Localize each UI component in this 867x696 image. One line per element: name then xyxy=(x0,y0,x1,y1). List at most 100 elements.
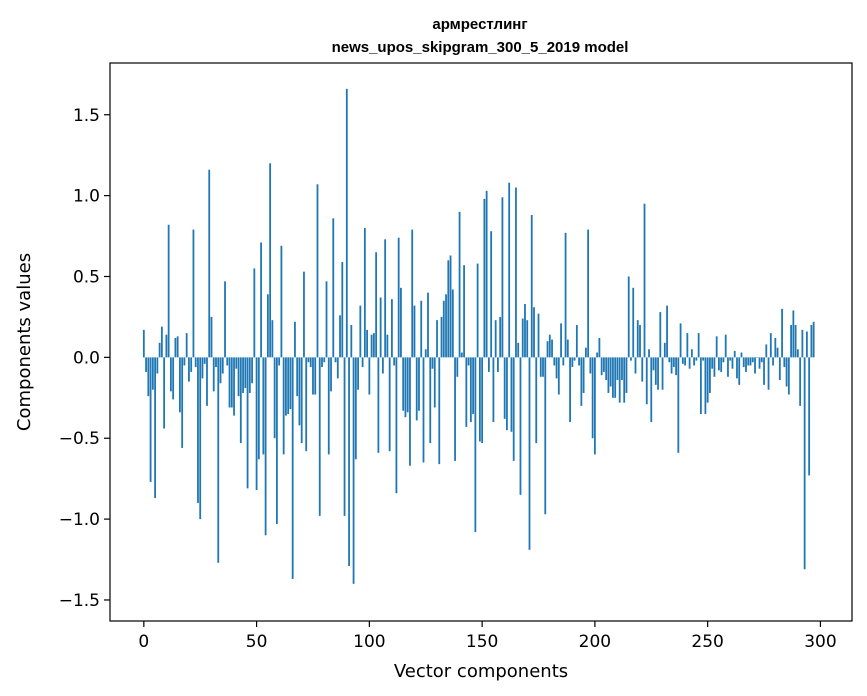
bar-119 xyxy=(411,229,414,358)
bar-47 xyxy=(248,357,251,393)
bar-120 xyxy=(413,305,416,358)
bar-38 xyxy=(228,357,231,408)
bar-228 xyxy=(657,357,659,390)
bar-177 xyxy=(542,357,544,377)
bar-174 xyxy=(535,357,538,444)
bar-82 xyxy=(327,357,330,455)
bar-197 xyxy=(587,229,590,358)
bar-171 xyxy=(528,357,531,550)
bar-176 xyxy=(539,357,542,377)
bar-220 xyxy=(639,325,641,358)
bar-209 xyxy=(614,357,617,398)
bar-208 xyxy=(612,357,614,398)
bar-115 xyxy=(402,357,405,411)
bar-33 xyxy=(217,357,220,563)
bar-149 xyxy=(478,357,481,442)
x-tick-label-150: 150 xyxy=(466,632,498,652)
bar-159 xyxy=(501,197,504,358)
bar-52 xyxy=(260,242,262,358)
bar-290 xyxy=(796,349,799,358)
bar-44 xyxy=(242,357,244,393)
bar-10 xyxy=(165,334,168,358)
bar-243 xyxy=(690,349,693,358)
bar-190 xyxy=(571,357,574,368)
bar-96 xyxy=(359,305,362,358)
bar-5 xyxy=(154,357,156,499)
bar-145 xyxy=(469,357,472,423)
bar-232 xyxy=(666,305,668,358)
bar-154 xyxy=(490,231,493,358)
bar-257 xyxy=(722,357,725,363)
bar-0 xyxy=(142,329,145,358)
bar-127 xyxy=(429,357,432,444)
bar-215 xyxy=(627,276,630,358)
bar-136 xyxy=(449,255,452,358)
bar-50 xyxy=(255,357,258,490)
bar-294 xyxy=(805,331,808,358)
bar-289 xyxy=(794,325,797,358)
bar-70 xyxy=(300,357,303,444)
bar-35 xyxy=(221,357,224,374)
x-axis-label: Vector components xyxy=(394,661,568,682)
bar-256 xyxy=(720,357,723,372)
bar-282 xyxy=(778,357,781,381)
bar-285 xyxy=(785,357,788,387)
bar-253 xyxy=(713,357,716,377)
bar-148 xyxy=(476,263,479,358)
bar-270 xyxy=(751,357,754,363)
bar-212 xyxy=(621,357,623,381)
bar-264 xyxy=(738,357,741,385)
bar-90 xyxy=(345,88,348,358)
y-axis-label: Components values xyxy=(14,253,35,431)
bar-186 xyxy=(562,357,565,366)
bar-288 xyxy=(792,310,795,358)
bar-280 xyxy=(774,337,777,358)
bar-32 xyxy=(215,357,217,368)
bar-27 xyxy=(203,357,206,364)
bar-265 xyxy=(740,352,743,358)
bar-244 xyxy=(693,357,696,366)
x-tick-label-250: 250 xyxy=(691,632,723,652)
bar-291 xyxy=(799,357,802,406)
bar-118 xyxy=(409,357,411,466)
bar-255 xyxy=(718,357,720,371)
bar-113 xyxy=(397,237,400,358)
bar-28 xyxy=(206,357,208,406)
bar-91 xyxy=(348,357,350,567)
bar-164 xyxy=(512,357,515,461)
bar-41 xyxy=(235,357,238,369)
bar-246 xyxy=(697,333,700,358)
bar-161 xyxy=(506,357,508,431)
bar-143 xyxy=(465,357,468,427)
bar-266 xyxy=(742,357,745,368)
bar-43 xyxy=(239,357,242,444)
bar-160 xyxy=(503,357,506,419)
bar-66 xyxy=(291,357,294,579)
bar-42 xyxy=(237,357,240,397)
bar-125 xyxy=(424,349,427,358)
bar-206 xyxy=(607,357,610,393)
bar-84 xyxy=(332,218,335,358)
chart-title-line-2: news_upos_skipgram_300_5_2019 model xyxy=(332,39,629,56)
bar-262 xyxy=(733,350,736,358)
bar-183 xyxy=(555,357,558,379)
bar-135 xyxy=(447,260,450,358)
bar-105 xyxy=(379,297,382,358)
x-tick-label-50: 50 xyxy=(246,632,268,652)
bar-203 xyxy=(600,357,603,376)
bar-85 xyxy=(334,357,337,363)
x-axis-ticks: 0 50 100 150 200 250 300 xyxy=(138,621,837,652)
bar-293 xyxy=(803,357,806,570)
bar-2 xyxy=(147,357,150,397)
bar-100 xyxy=(368,357,371,395)
bar-218 xyxy=(634,357,637,374)
bar-56 xyxy=(269,163,272,358)
bar-214 xyxy=(625,357,628,393)
bar-7 xyxy=(158,342,161,358)
bar-267 xyxy=(745,357,747,372)
bar-116 xyxy=(404,357,407,418)
bar-95 xyxy=(357,357,359,390)
bar-191 xyxy=(573,357,576,361)
